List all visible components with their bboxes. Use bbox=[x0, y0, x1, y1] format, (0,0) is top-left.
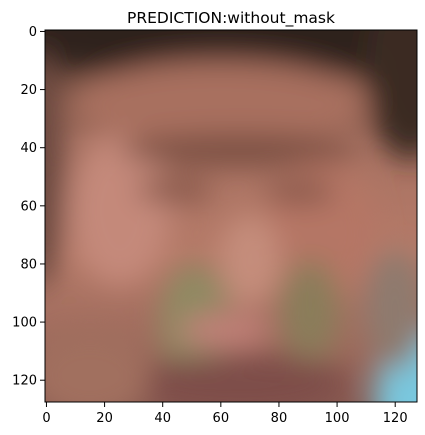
left-eye-shadow bbox=[137, 178, 213, 202]
mouth-area bbox=[180, 312, 270, 348]
right-lower-gray bbox=[365, 250, 417, 370]
brow-shadow bbox=[120, 134, 360, 166]
y-tick-label: 0 bbox=[29, 25, 37, 40]
x-tick-label: 60 bbox=[213, 411, 230, 426]
bottom-left bbox=[45, 330, 150, 402]
chin-shadow bbox=[130, 355, 350, 402]
x-tick-label: 20 bbox=[96, 411, 113, 426]
axes-frame bbox=[44, 29, 418, 403]
y-tick-label: 60 bbox=[20, 199, 37, 214]
x-tick-label: 120 bbox=[383, 411, 408, 426]
x-tick-label: 0 bbox=[42, 411, 50, 426]
y-tick-label: 40 bbox=[20, 141, 37, 156]
x-tick-label: 100 bbox=[325, 411, 350, 426]
left-cheek-highlight bbox=[70, 135, 170, 285]
y-tick-label: 80 bbox=[20, 257, 37, 272]
forehead bbox=[70, 60, 370, 150]
top-right-dark bbox=[365, 30, 417, 160]
y-axis-ticks: 0 20 40 60 80 100 120 bbox=[12, 25, 45, 389]
y-tick-label: 120 bbox=[12, 374, 37, 389]
mid-olive-right bbox=[280, 260, 340, 360]
left-dark-edge bbox=[45, 52, 65, 288]
right-eye-shadow bbox=[265, 180, 335, 204]
y-tick-label: 100 bbox=[12, 316, 37, 331]
chart-title: PREDICTION:without_mask bbox=[127, 9, 335, 28]
x-tick-label: 80 bbox=[271, 411, 288, 426]
top-dark-band bbox=[45, 30, 417, 76]
x-tick-label: 40 bbox=[154, 411, 171, 426]
x-axis-ticks: 0 20 40 60 80 100 120 bbox=[42, 402, 408, 426]
y-tick-label: 20 bbox=[20, 83, 37, 98]
nose-highlight bbox=[220, 215, 280, 305]
